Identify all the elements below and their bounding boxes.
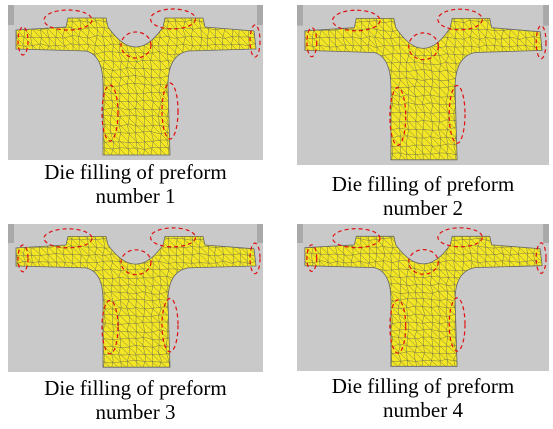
caption-2-line-2: number 2 xyxy=(383,196,463,220)
caption-4-line-1: Die filling of preform xyxy=(331,374,515,398)
caption-4-line-2: number 4 xyxy=(383,398,463,422)
fe-mesh-image-4 xyxy=(297,224,549,371)
fe-mesh-image-2 xyxy=(297,5,549,165)
panel-2 xyxy=(297,5,549,165)
panel-4 xyxy=(297,224,549,371)
caption-3: Die filling of preform number 3 xyxy=(8,376,263,424)
caption-1-line-1: Die filling of preform xyxy=(44,160,227,184)
panel-3 xyxy=(8,224,263,372)
fe-mesh-image-3 xyxy=(8,224,263,372)
caption-1: Die filling of preform number 1 xyxy=(8,160,263,208)
caption-1-line-2: number 1 xyxy=(95,184,176,208)
caption-2-line-1: Die filling of preform xyxy=(331,172,515,196)
fe-mesh-image-1 xyxy=(8,5,263,160)
caption-3-line-2: number 3 xyxy=(95,400,176,424)
caption-3-line-1: Die filling of preform xyxy=(44,376,227,400)
caption-4: Die filling of preform number 4 xyxy=(297,374,549,422)
caption-2: Die filling of preform number 2 xyxy=(297,172,549,220)
panel-1 xyxy=(8,5,263,160)
